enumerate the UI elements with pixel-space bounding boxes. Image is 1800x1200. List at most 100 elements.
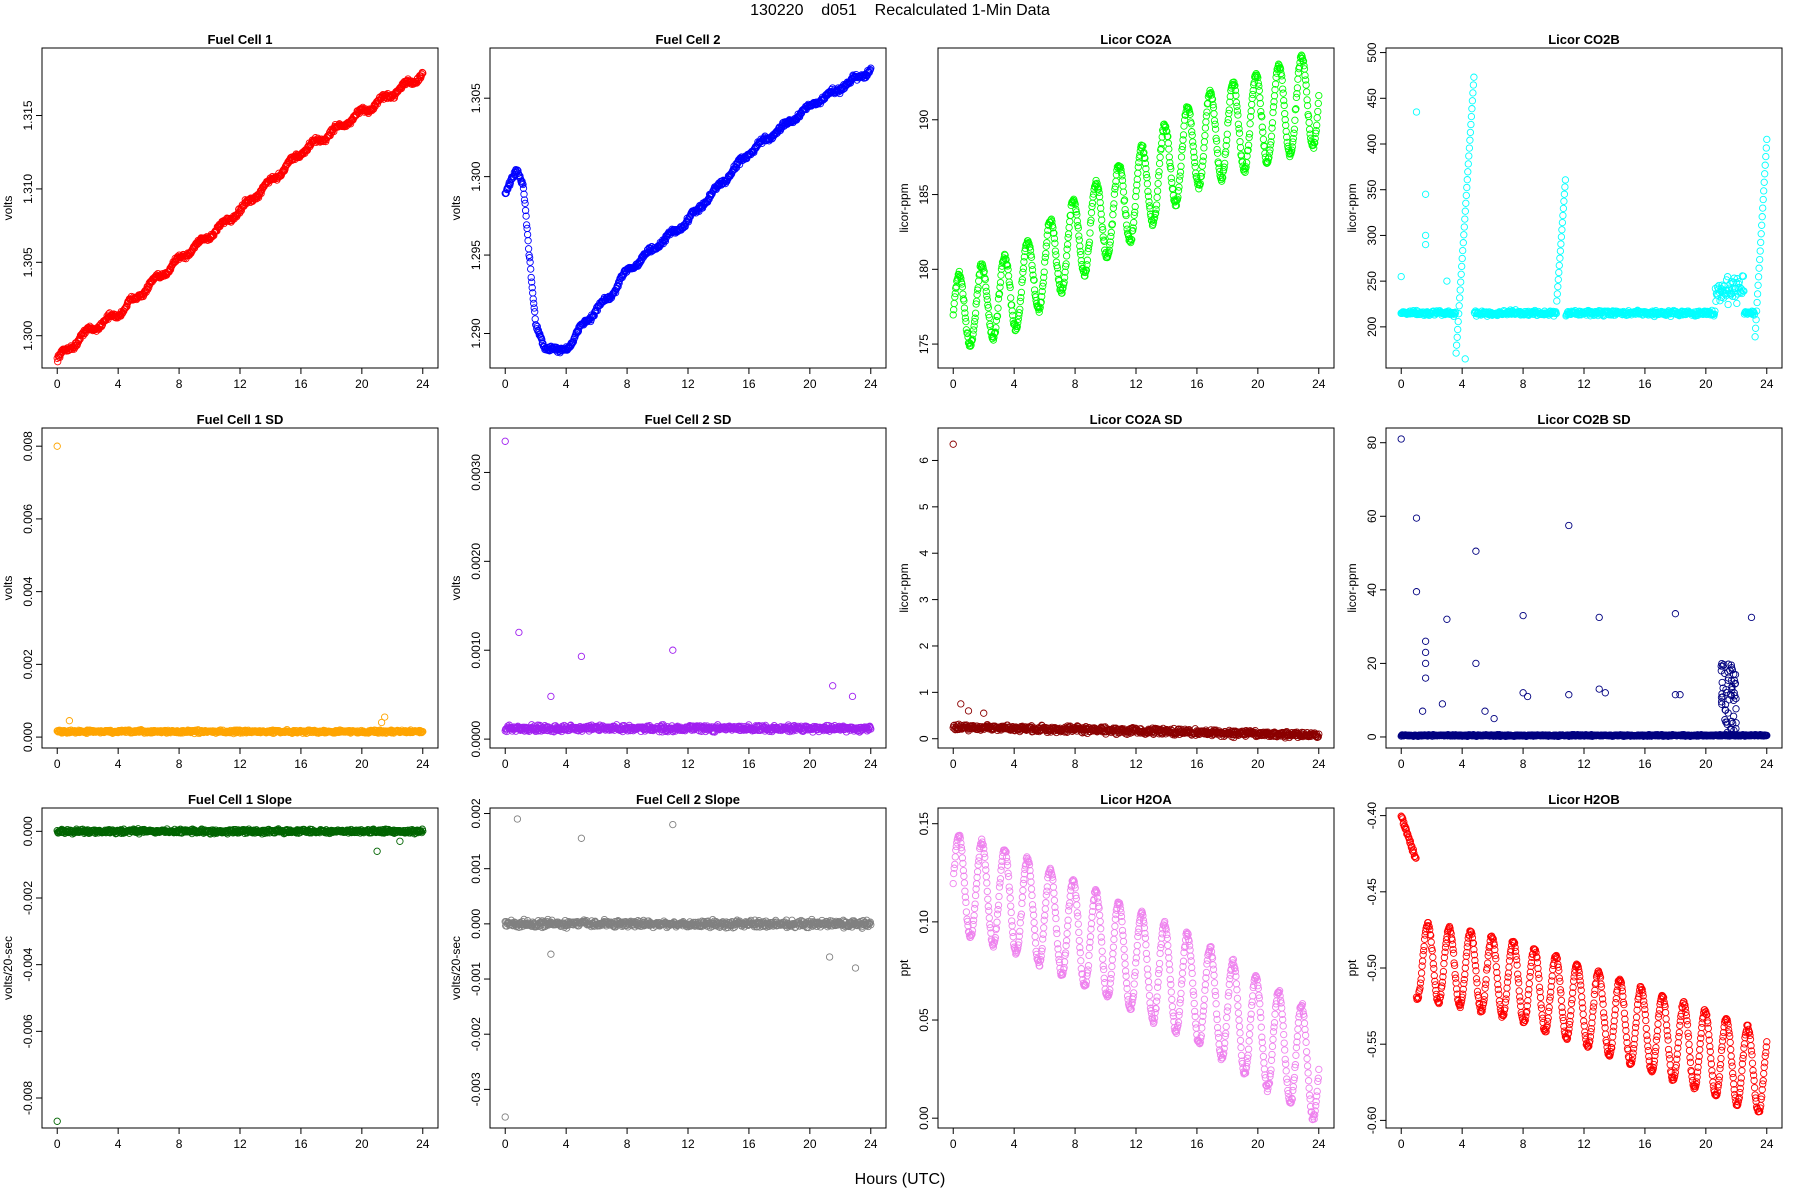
data-point — [1245, 130, 1254, 138]
data-point — [502, 189, 510, 198]
data-point — [1223, 130, 1231, 138]
data-point — [1753, 298, 1761, 307]
data-point — [1225, 109, 1233, 118]
data-point — [1233, 102, 1241, 110]
data-point — [1165, 153, 1173, 161]
data-point — [1155, 159, 1164, 168]
data-point — [993, 312, 1001, 321]
data-point — [1559, 211, 1567, 220]
data-point — [1053, 264, 1062, 272]
data-point — [1201, 124, 1210, 132]
data-point — [1553, 290, 1561, 298]
data-point — [1211, 120, 1219, 128]
data-point — [1062, 260, 1070, 268]
x-tick-label: 16 — [742, 757, 756, 771]
data-point — [1467, 120, 1475, 129]
data-point — [1259, 135, 1268, 143]
data-point — [1222, 141, 1230, 150]
data-point — [501, 437, 509, 445]
x-tick-label: 16 — [1190, 757, 1204, 771]
data-point — [1201, 131, 1209, 140]
x-tick-label: 16 — [294, 757, 308, 771]
data-point — [1196, 179, 1204, 188]
data-point — [1078, 261, 1086, 269]
data-point — [526, 258, 534, 266]
y-tick-label: 0.0020 — [469, 543, 483, 580]
data-point — [993, 312, 1002, 320]
data-point — [1306, 130, 1314, 138]
data-point — [1303, 96, 1311, 104]
data-point — [1255, 82, 1263, 90]
data-point — [1110, 200, 1118, 208]
data-point — [1243, 147, 1252, 155]
data-point — [1315, 91, 1323, 100]
data-series — [1397, 73, 1771, 363]
data-point — [958, 283, 967, 291]
data-point — [531, 308, 539, 316]
data-point — [1156, 153, 1164, 161]
data-point — [1157, 144, 1165, 153]
data-point — [979, 264, 987, 272]
data-point — [1241, 168, 1249, 176]
y-tick-label: 4 — [917, 550, 931, 557]
data-point — [1209, 101, 1217, 109]
x-tick-label: 4 — [563, 377, 570, 391]
data-point — [1164, 139, 1172, 147]
plot-frame — [489, 427, 887, 749]
data-point — [1740, 287, 1748, 295]
data-point — [1459, 246, 1467, 255]
data-point — [982, 287, 990, 296]
data-point — [1280, 96, 1288, 105]
x-tick-label: 20 — [355, 377, 369, 391]
x-tick-label: 12 — [1129, 757, 1143, 771]
data-point — [504, 185, 512, 193]
data-point — [1733, 299, 1741, 308]
data-point — [1460, 231, 1468, 239]
data-point — [1017, 293, 1025, 302]
data-point — [1752, 307, 1761, 315]
data-point — [166, 265, 175, 274]
data-point — [1469, 89, 1477, 97]
data-point — [1751, 324, 1760, 332]
data-point — [1313, 114, 1321, 122]
y-tick-label: 0.006 — [21, 504, 35, 534]
data-point — [970, 317, 979, 326]
data-point — [848, 692, 857, 701]
y-axis-label: licor-ppm — [897, 563, 911, 612]
x-tick-label: 4 — [115, 757, 122, 771]
data-point — [1457, 270, 1465, 278]
data-point — [419, 69, 427, 77]
y-tick-label: 450 — [1365, 88, 1379, 108]
data-point — [1270, 92, 1279, 100]
data-point — [1220, 163, 1228, 171]
data-point — [1310, 144, 1318, 152]
data-point — [1281, 110, 1289, 118]
data-point — [1134, 163, 1142, 171]
data-point — [1758, 213, 1766, 221]
data-point — [529, 295, 537, 303]
data-point — [1039, 279, 1047, 287]
data-point — [569, 338, 578, 346]
data-point — [1042, 249, 1050, 258]
y-tick-label: 300 — [1365, 225, 1379, 245]
y-axis-label: volts — [1, 196, 15, 221]
data-point — [1064, 233, 1072, 242]
data-point — [1555, 268, 1563, 277]
data-point — [1300, 62, 1308, 70]
data-point — [1051, 239, 1059, 247]
data-point — [1458, 254, 1466, 263]
data-point — [1248, 94, 1256, 103]
data-point — [1129, 226, 1137, 235]
data-point — [1142, 170, 1151, 179]
data-point — [531, 315, 539, 323]
data-point — [1167, 165, 1175, 173]
data-point — [1073, 217, 1081, 225]
data-point — [1306, 134, 1315, 142]
data-point — [1224, 119, 1232, 127]
data-point — [1036, 303, 1044, 312]
data-point — [1191, 163, 1199, 171]
data-point — [1722, 276, 1731, 284]
data-point — [1467, 112, 1476, 121]
data-point — [1041, 253, 1049, 262]
data-point — [1075, 236, 1083, 244]
